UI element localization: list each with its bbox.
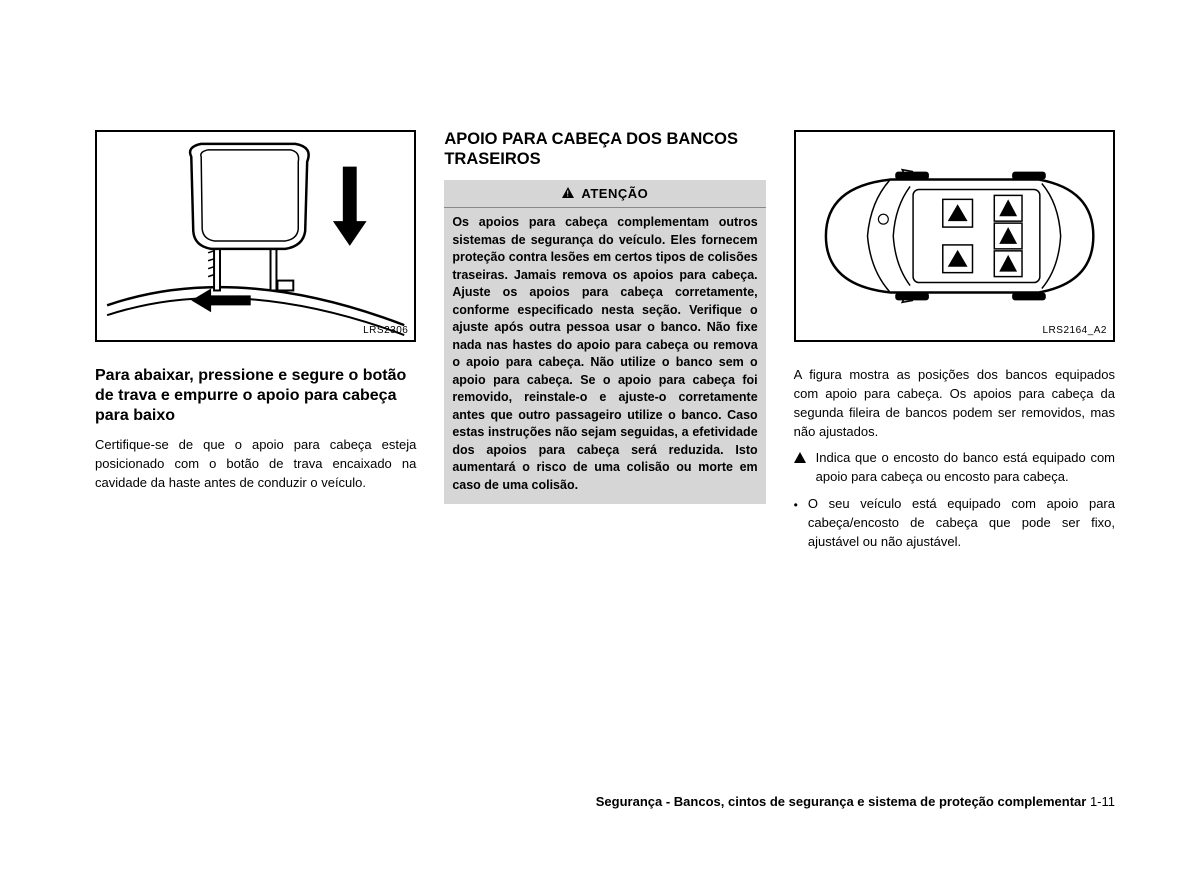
column-1: LRS2306 Para abaixar, pressione e segure… bbox=[95, 130, 416, 552]
col2-heading: APOIO PARA CABEÇA DOS BANCOS TRASEIROS bbox=[444, 130, 765, 170]
column-2: APOIO PARA CABEÇA DOS BANCOS TRASEIROS !… bbox=[444, 130, 765, 552]
figure-car-top: LRS2164_A2 bbox=[794, 130, 1115, 342]
page-footer: Segurança - Bancos, cintos de segurança … bbox=[596, 794, 1115, 809]
col3-body1: A figura mostra as posições dos bancos e… bbox=[794, 366, 1115, 441]
column-3: LRS2164_A2 A figura mostra as posições d… bbox=[794, 130, 1115, 552]
page-columns: LRS2306 Para abaixar, pressione e segure… bbox=[95, 130, 1115, 552]
bullet-text: O seu veículo está equipado com apoio pa… bbox=[808, 495, 1115, 552]
headrest-illustration bbox=[97, 132, 414, 340]
warning-label: ATENÇÃO bbox=[581, 186, 648, 201]
footer-page: 1-11 bbox=[1086, 794, 1115, 809]
indicator-line: Indica que o encosto do banco está equip… bbox=[794, 449, 1115, 487]
figure-headrest: LRS2306 bbox=[95, 130, 416, 342]
warning-box: ! ATENÇÃO Os apoios para cabeça compleme… bbox=[444, 180, 765, 505]
warning-icon: ! bbox=[562, 187, 574, 201]
warning-title: ! ATENÇÃO bbox=[444, 180, 765, 209]
svg-text:!: ! bbox=[566, 190, 569, 199]
footer-section: Segurança - Bancos, cintos de segurança … bbox=[596, 794, 1087, 809]
bullet-icon: • bbox=[794, 497, 798, 514]
triangle-up-icon bbox=[794, 451, 806, 468]
figure-caption-2: LRS2164_A2 bbox=[1043, 325, 1108, 336]
car-top-illustration bbox=[796, 132, 1113, 340]
figure-caption-1: LRS2306 bbox=[363, 325, 408, 336]
col1-body: Certifique-se de que o apoio para cabeça… bbox=[95, 436, 416, 493]
bullet-line: • O seu veículo está equipado com apoio … bbox=[794, 495, 1115, 552]
warning-body: Os apoios para cabeça complementam outro… bbox=[444, 208, 765, 496]
col1-subheading: Para abaixar, pressione e segure o botão… bbox=[95, 366, 416, 426]
indicator-text: Indica que o encosto do banco está equip… bbox=[816, 449, 1115, 487]
